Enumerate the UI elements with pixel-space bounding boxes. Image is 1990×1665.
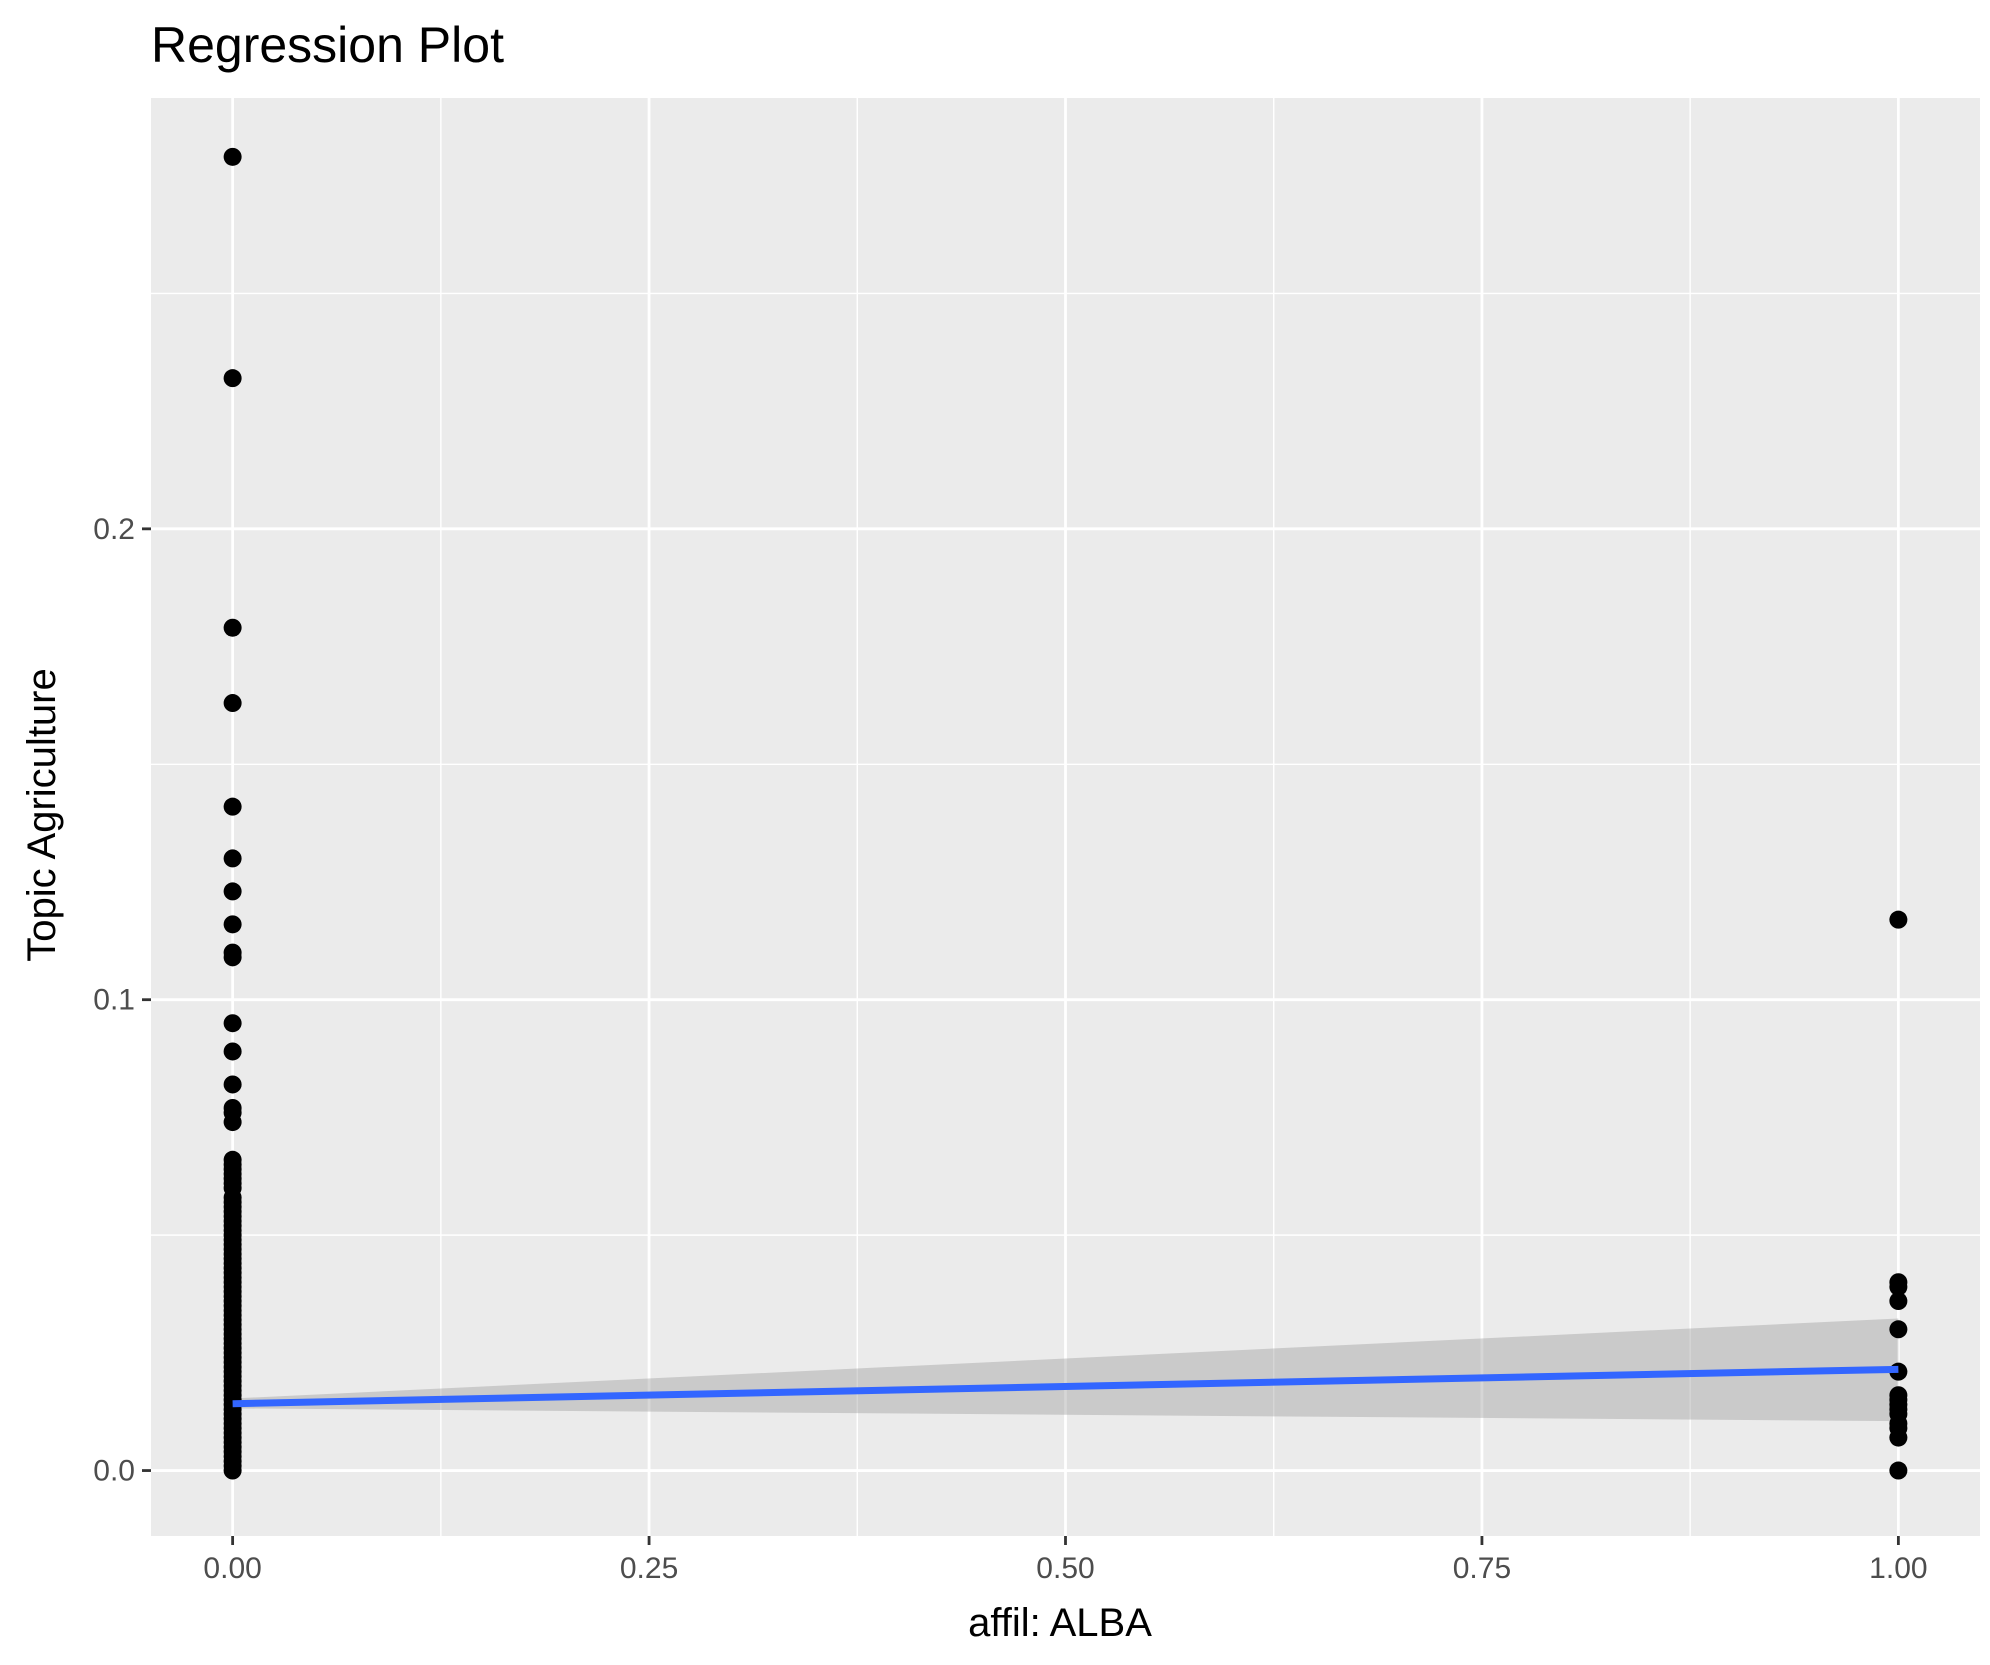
data-point: [223, 147, 242, 166]
x-tick-label: 1.00: [1869, 1552, 1927, 1585]
x-axis-title: affil: ALBA: [968, 1601, 1152, 1645]
data-point: [223, 369, 242, 388]
y-axis: 0.0 0.1 0.2: [93, 513, 151, 1488]
y-axis-title: Topic Agriculture: [20, 668, 64, 961]
x-tick-label: 0.00: [203, 1552, 261, 1585]
data-point: [223, 849, 242, 868]
regression-line: [232, 1365, 1899, 1408]
y-tick-label: 0.2: [93, 513, 135, 546]
data-point: [223, 1113, 242, 1132]
x-tick-label: 0.25: [620, 1552, 678, 1585]
data-point: [1889, 910, 1908, 929]
data-point: [1889, 1320, 1908, 1339]
data-point: [223, 1075, 242, 1094]
major-gridlines: [151, 98, 1980, 1536]
data-point: [1889, 1461, 1908, 1480]
chart-title: Regression Plot: [151, 17, 504, 73]
data-point: [1889, 1292, 1908, 1311]
y-tick-label: 0.1: [93, 984, 135, 1017]
data-point: [223, 1014, 242, 1033]
data-point: [223, 948, 242, 967]
x-tick-label: 0.50: [1036, 1552, 1094, 1585]
data-point: [223, 915, 242, 934]
data-point: [223, 882, 242, 901]
x-tick-label: 0.75: [1453, 1552, 1511, 1585]
data-point: [1889, 1277, 1908, 1296]
data-point: [223, 797, 242, 816]
x-axis: 0.00 0.25 0.50 0.75 1.00: [203, 1536, 1928, 1585]
y-tick-label: 0.0: [93, 1455, 135, 1488]
scatter-points: [223, 147, 1908, 1480]
data-point: [223, 618, 242, 637]
data-point: [223, 1042, 242, 1061]
data-point: [223, 1461, 242, 1480]
data-point: [223, 694, 242, 713]
data-point: [1889, 1428, 1908, 1447]
